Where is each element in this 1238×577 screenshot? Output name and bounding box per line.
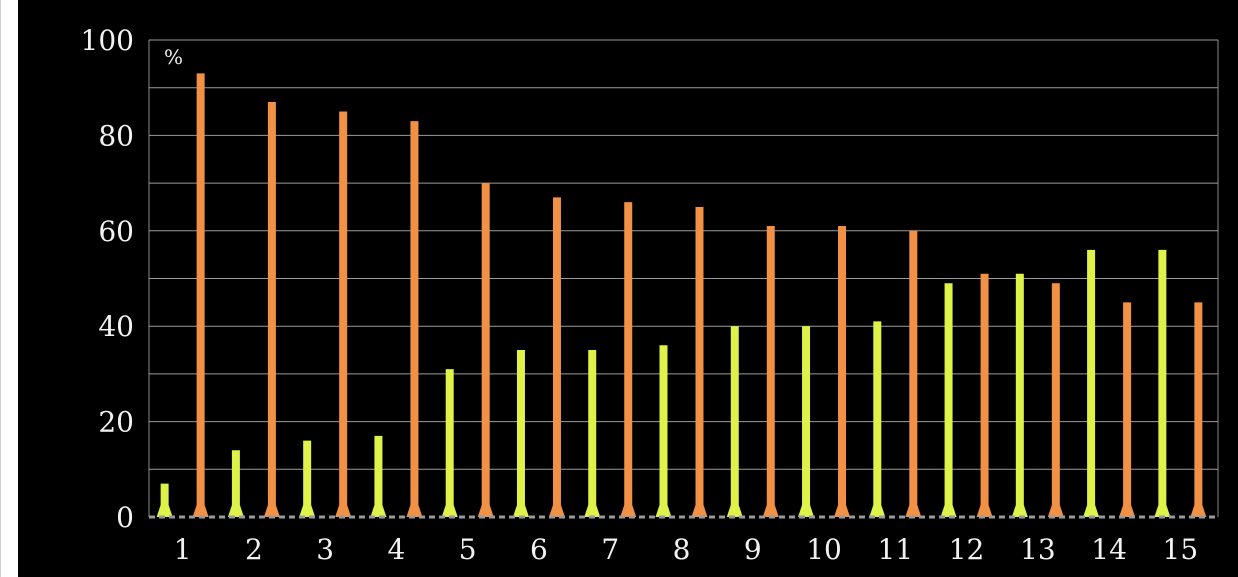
x-tick-label: 12 (949, 533, 985, 566)
x-tick-label: 2 (245, 533, 263, 566)
bar-series-2-cat-4 (406, 121, 423, 517)
x-tick-label: 13 (1020, 533, 1056, 566)
bar-series-2-cat-8 (691, 206, 708, 517)
bar-series-1-cat-7 (584, 350, 601, 517)
bars (156, 73, 1207, 518)
bar-series-2-cat-9 (762, 226, 779, 517)
x-tick-label: 5 (459, 533, 477, 566)
x-tick-label: 4 (388, 533, 406, 566)
bar-series-1-cat-5 (441, 369, 458, 517)
y-tick-label: 20 (98, 406, 134, 439)
left-border (0, 0, 1, 577)
bar-series-1-cat-1 (156, 483, 173, 517)
bar-series-1-cat-2 (227, 450, 244, 517)
x-axis-ticks: 1 2 3 4 5 6 7 8 9 10 11 12 13 14 15 (174, 533, 1198, 566)
bar-series-2-cat-15 (1190, 302, 1207, 517)
bar-series-1-cat-8 (655, 345, 672, 517)
bar-series-2-cat-1 (192, 73, 209, 517)
bar-series-1-cat-12 (940, 283, 957, 517)
bar-series-1-cat-9 (726, 326, 743, 517)
bar-series-2-cat-10 (834, 226, 851, 517)
x-tick-label: 1 (174, 533, 192, 566)
bar-series-2-cat-12 (976, 273, 993, 517)
bar-series-1-cat-11 (869, 321, 886, 517)
x-tick-label: 6 (530, 533, 548, 566)
bar-series-1-cat-15 (1154, 249, 1171, 517)
bar-series-1-cat-4 (370, 435, 387, 517)
bar-series-2-cat-5 (477, 183, 494, 517)
bar-series-2-cat-2 (263, 102, 280, 517)
x-tick-label: 8 (673, 533, 691, 566)
bar-series-1-cat-10 (798, 326, 815, 517)
y-axis-ticks: 0 20 40 60 80 100 (81, 24, 134, 534)
unit-label: % (164, 45, 183, 69)
bar-series-2-cat-11 (905, 230, 922, 518)
x-tick-label: 3 (316, 533, 334, 566)
bar-series-1-cat-14 (1083, 249, 1100, 517)
x-tick-label: 7 (601, 533, 619, 566)
chart-area: 0 20 40 60 80 100 1 2 3 4 5 6 7 8 9 10 11 12 13 14 15 % (18, 0, 1238, 577)
bar-series-2-cat-7 (620, 202, 637, 517)
x-tick-label: 15 (1163, 533, 1199, 566)
y-tick-label: 60 (98, 215, 134, 248)
bar-series-1-cat-3 (299, 440, 316, 517)
bar-series-1-cat-13 (1011, 273, 1028, 517)
bar-series-1-cat-6 (512, 350, 529, 517)
y-tick-label: 40 (98, 310, 134, 343)
x-tick-label: 10 (806, 533, 842, 566)
bar-series-2-cat-3 (335, 111, 352, 518)
y-tick-label: 80 (98, 119, 134, 152)
y-tick-label: 100 (81, 24, 134, 57)
y-tick-label: 0 (116, 501, 134, 534)
x-tick-label: 9 (744, 533, 762, 566)
bar-series-2-cat-13 (1047, 283, 1064, 517)
bar-series-2-cat-6 (548, 197, 565, 517)
gridlines (148, 39, 1219, 517)
bar-series-2-cat-14 (1119, 302, 1136, 517)
x-tick-label: 11 (877, 533, 913, 566)
x-tick-label: 14 (1091, 533, 1127, 566)
